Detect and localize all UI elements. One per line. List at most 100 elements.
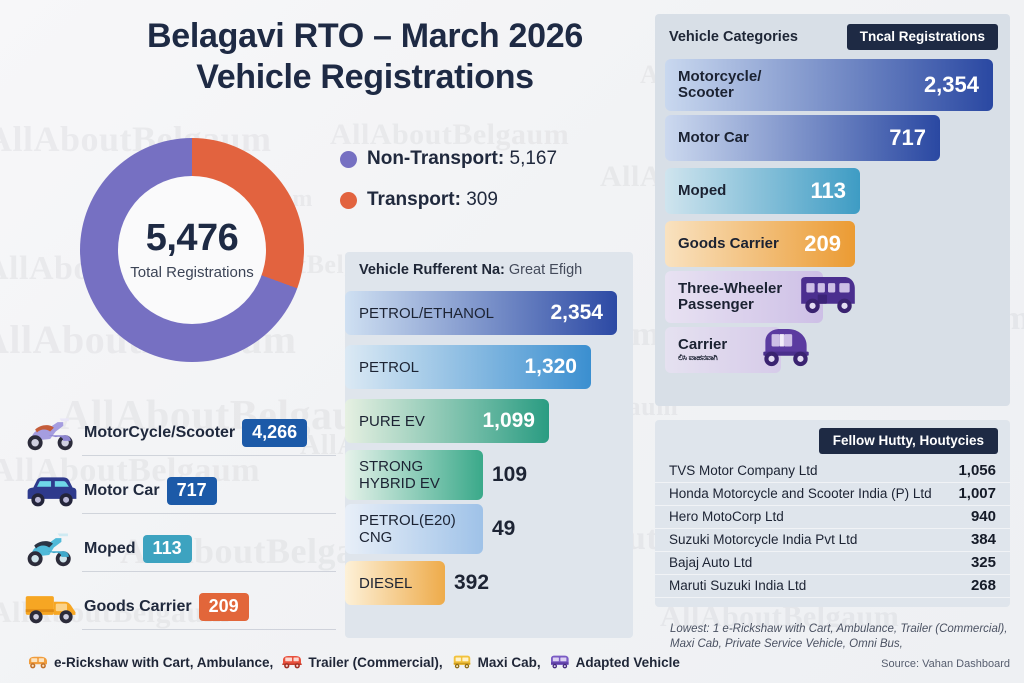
vehicle-list-underline: [82, 512, 336, 514]
vehicle-list-underline: [82, 570, 336, 572]
manufacturer-value: 325: [970, 554, 996, 571]
donut-total-label: Total Registrations: [130, 264, 254, 281]
manufacturer-name: Bajaj Auto Ltd: [669, 555, 753, 570]
category-bar: Three-Wheeler Passenger: [665, 270, 855, 323]
vehicle-list-item: MotorCycle/Scooter 4,266: [22, 404, 340, 462]
vehicle-list-label: Moped: [84, 540, 136, 557]
footnote: Lowest: 1 e-Rickshaw with Cart, Ambulanc…: [670, 622, 1010, 672]
category-bar: Motor Car 717: [665, 114, 940, 161]
category-bar-list: Motorcycle/ Scooter 2,354 Motor Car 717 Mope…: [655, 58, 1010, 376]
category-bar-value: 209: [804, 230, 841, 256]
category-bar-row: Goods Carrier 209: [655, 217, 1010, 270]
scooter-purple-icon: [27, 418, 73, 451]
manufacturer-name: TVS Motor Company Ltd: [669, 463, 818, 478]
legend-value: 309: [460, 189, 498, 210]
strip-item-label: e-Rickshaw with Cart, Ambulance,: [54, 654, 274, 670]
fuel-bar: PETROL(E20) CNG: [345, 504, 483, 554]
manufacturer-name: Maruti Suzuki India Ltd: [669, 578, 807, 593]
category-bar-row: Three-Wheeler Passenger: [655, 270, 1010, 323]
footnote-lowest-text: 1 e-Rickshaw with Cart, Ambulance, Trail…: [670, 623, 1008, 650]
lowest-vehicles-strip: e-Rickshaw with Cart, Ambulance, Trailer …: [26, 653, 684, 671]
fuel-bar-label: STRONG HYBRID EV: [359, 458, 440, 492]
vehicle-list-label: Motor Car: [84, 482, 160, 499]
vehicle-list-value-pill: 113: [142, 535, 192, 563]
rickshaw-orange-icon: [29, 656, 47, 669]
category-bar-row: Moped 113: [655, 164, 1010, 217]
category-bar-row: Motor Car 717: [655, 111, 1010, 164]
manufacturer-row: Honda Motorcycle and Scooter India (P) L…: [655, 483, 1010, 506]
fuel-bar-label: PETROL(E20) CNG: [359, 512, 456, 546]
car-blue-icon: [27, 477, 77, 507]
manufacturer-value: 384: [970, 531, 996, 548]
category-bar: Goods Carrier 209: [665, 220, 855, 267]
vehicle-list-label: Goods Carrier: [84, 598, 192, 615]
donut-chart: 5,476 Total Registrations: [80, 138, 304, 362]
category-bar-label-box: Carrier ಲಿಸಿ ವಾಹನವಾಗಿ: [678, 336, 727, 363]
donut-legend: Non-Transport: 5,167 Transport: 309: [340, 148, 557, 230]
fuel-bar-label: PETROL: [359, 358, 420, 376]
fuel-bar: PETROL 1,320: [345, 345, 591, 389]
vehicle-list-value-pill: 717: [166, 477, 217, 505]
category-bar-label-box: Goods Carrier: [678, 235, 779, 252]
manufacturer-value: 268: [970, 577, 996, 594]
vehicle-type-list: MotorCycle/Scooter 4,266 Motor Car 717 Moped…: [22, 404, 340, 636]
category-bar-label-box: Motorcycle/ Scooter: [678, 68, 761, 101]
maxicab-yellow-icon: [453, 655, 470, 669]
strip-item-label: Maxi Cab,: [477, 654, 541, 670]
manufacturer-value: 1,056: [958, 462, 996, 479]
fuel-bar-value: 49: [492, 517, 516, 540]
fuel-bar-label: PETROL/ETHANOL: [359, 304, 495, 322]
strip-item-label: Adapted Vehicle: [575, 654, 680, 670]
fuel-bar-value: 109: [492, 463, 528, 486]
category-panel-header: Vehicle Categories Tncal Registrations: [655, 14, 1010, 58]
page-title: Belagavi RTO – March 2026 Vehicle Regist…: [60, 16, 670, 98]
manufacturer-panel-header: Fellow Hutty, Houtycies: [655, 420, 1010, 460]
vehicle-category-panel: Vehicle Categories Tncal Registrations M…: [655, 14, 1010, 406]
donut-total-value: 5,476: [145, 217, 239, 259]
truck-orange-icon: [25, 596, 76, 624]
moped-cyan-icon: [22, 525, 84, 573]
strip-item: Maxi Cab,: [450, 653, 541, 671]
fuel-panel-header-bold: Vehicle Rufferent Na:: [359, 262, 505, 278]
fuel-bar-value: 392: [454, 571, 490, 594]
legend-color-dot: [340, 150, 357, 168]
manufacturer-row: Maruti Suzuki India Ltd 268: [655, 575, 1010, 598]
category-bar-value: 113: [810, 177, 847, 203]
bus-icon-wrap: [795, 269, 861, 324]
manufacturer-panel-header-badge: Fellow Hutty, Houtycies: [818, 428, 998, 454]
fuel-bar-label: PURE EV: [359, 412, 425, 430]
maxicab-yellow-icon: [450, 653, 474, 671]
category-bar-label: Moped: [678, 181, 727, 199]
legend-label: Non-Transport:: [367, 148, 505, 169]
footnote-lowest-label: Lowest:: [670, 623, 710, 635]
strip-item: Adapted Vehicle: [548, 653, 680, 671]
legend-color-dot: [340, 191, 357, 209]
manufacturer-row: TVS Motor Company Ltd 1,056: [655, 460, 1010, 483]
category-bar-label: Motor Car: [678, 128, 749, 146]
legend-text: Transport: 309: [367, 189, 498, 211]
footnote-source: Source: Vahan Dashboard: [881, 658, 1010, 670]
strip-item: Trailer (Commercial),: [280, 653, 443, 671]
adapted-vehicle-purple-icon: [548, 653, 572, 671]
fuel-bar-value: 2,354: [550, 301, 603, 324]
trailer-red-icon: [280, 653, 304, 671]
manufacturer-name: Suzuki Motorcycle India Pvt Ltd: [669, 532, 858, 547]
fuel-panel-header-rest: Great Efigh: [508, 262, 583, 278]
donut-center: 5,476 Total Registrations: [118, 176, 266, 324]
category-bar-row: Carrier ಲಿಸಿ ವಾಹನವಾಗಿ: [655, 323, 1010, 376]
strip-item-label: Trailer (Commercial),: [308, 654, 443, 670]
category-bar: Moped 113: [665, 167, 860, 214]
manufacturer-value: 940: [970, 508, 996, 525]
manufacturer-name: Honda Motorcycle and Scooter India (P) L…: [669, 486, 932, 501]
manufacturer-value: 1,007: [958, 485, 996, 502]
moped-cyan-icon: [27, 533, 71, 567]
vehicle-list-item: Motor Car 717: [22, 462, 340, 520]
category-bar-value: 717: [889, 124, 926, 150]
fuel-bar: DIESEL: [345, 561, 445, 605]
fuel-bar-value: 1,099: [482, 409, 535, 432]
strip-item: e-Rickshaw with Cart, Ambulance,: [26, 653, 273, 671]
category-bar: Carrier ಲಿಸಿ ವಾಹನವಾಗಿ: [665, 326, 809, 373]
category-bar-value: 2,354: [923, 71, 979, 97]
category-bar-sublabel: ಲಿಸಿ ವಾಹನವಾಗಿ: [678, 352, 718, 362]
